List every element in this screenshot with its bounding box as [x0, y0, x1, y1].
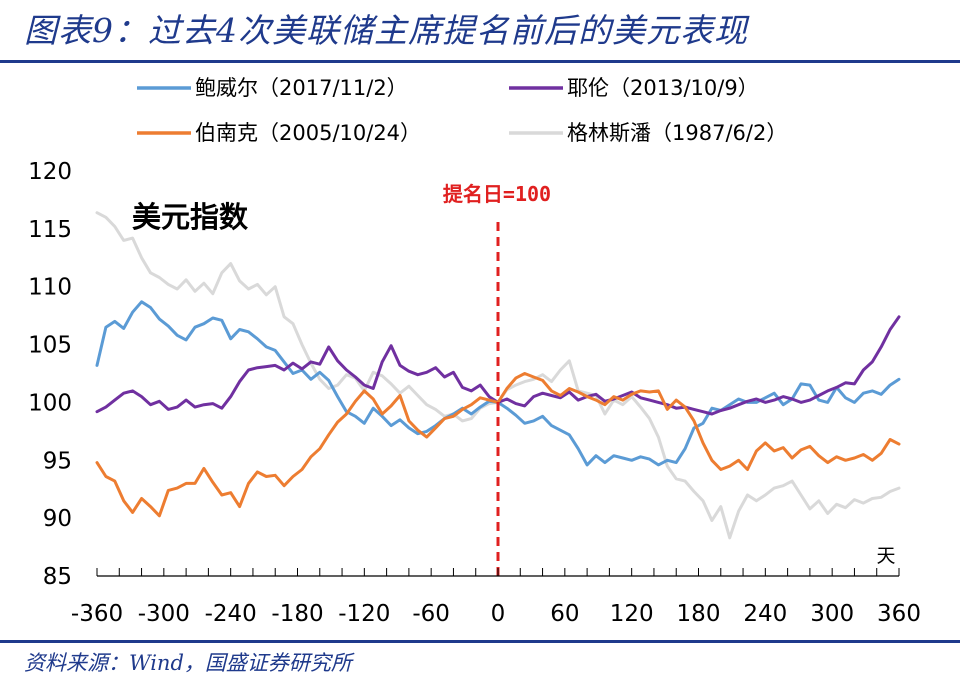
y-tick-label: 95	[43, 448, 72, 474]
source-note: 资料来源：Wind，国盛证券研究所	[24, 651, 352, 675]
y-tick-label: 115	[28, 217, 72, 243]
axes: -360 -300 -240 -180 -120 -60 0 60 120 180 240 300 36…	[28, 159, 921, 627]
y-tick-label: 100	[28, 390, 72, 416]
x-tick-label: -120	[338, 601, 390, 627]
x-tick-label: -240	[205, 601, 257, 627]
legend-label: 格林斯潘（1987/6/2）	[567, 121, 787, 145]
source-rule	[0, 640, 960, 643]
nomination-marker: 提名日=100	[443, 182, 551, 576]
legend: 鲍威尔（2017/11/2） 耶伦（2013/10/9） 伯南克（2005/10/2…	[137, 76, 787, 145]
chart-annotation-title: 美元指数	[132, 200, 249, 234]
x-tick-label: 120	[610, 601, 654, 627]
title-rule	[0, 60, 960, 63]
x-tick-label: 60	[550, 601, 579, 627]
x-tick-label: 240	[743, 601, 787, 627]
y-tick-label: 120	[28, 159, 72, 185]
x-tick-label: 180	[677, 601, 721, 627]
legend-label: 鲍威尔（2017/11/2）	[195, 76, 408, 100]
y-tick-label: 90	[43, 506, 72, 532]
line-chart: 鲍威尔（2017/11/2） 耶伦（2013/10/9） 伯南克（2005/10/2…	[28, 76, 921, 627]
x-tick-label: 300	[810, 601, 854, 627]
figure-title: 图表9：过去4次美联储主席提名前后的美元表现	[24, 11, 748, 50]
x-tick-label: -300	[138, 601, 190, 627]
legend-label: 伯南克（2005/10/24）	[195, 121, 421, 145]
x-tick-label: 360	[877, 601, 921, 627]
x-axis-unit-label: 天	[876, 545, 895, 567]
legend-label: 耶伦（2013/10/9）	[567, 76, 759, 100]
y-tick-label: 85	[43, 564, 72, 590]
y-tick-label: 105	[28, 333, 72, 359]
x-tick-label: -360	[71, 601, 123, 627]
x-tick-label: -60	[412, 601, 450, 627]
x-tick-label: -180	[271, 601, 323, 627]
x-tick-label: 0	[491, 601, 506, 627]
nomination-day-label: 提名日=100	[443, 182, 551, 206]
y-tick-label: 110	[28, 275, 72, 301]
